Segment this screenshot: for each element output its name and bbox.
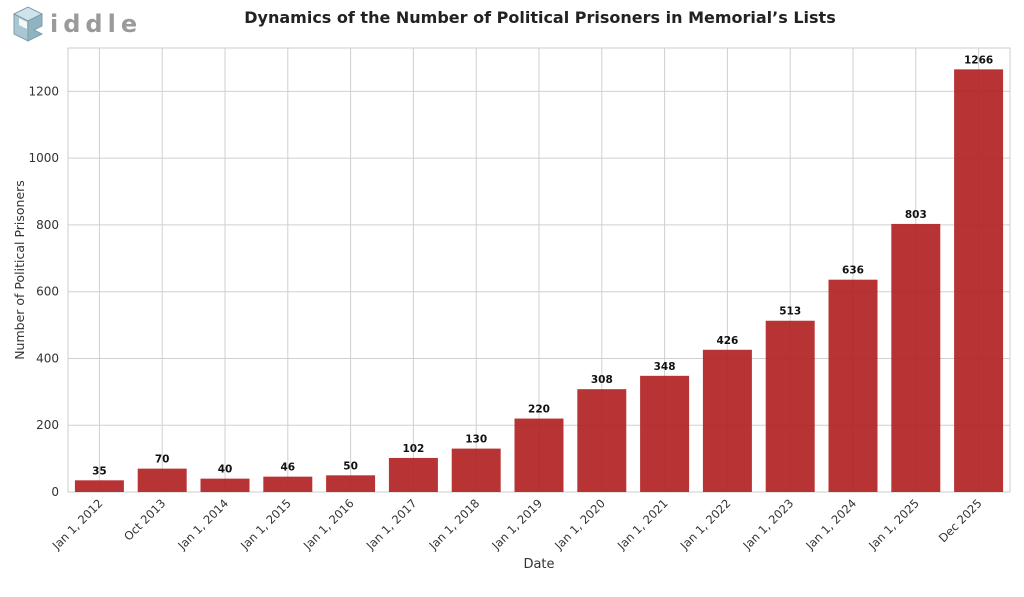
y-tick-label: 1000 xyxy=(28,151,59,165)
x-tick-label: Jan 1, 2019 xyxy=(488,496,545,553)
data-label: 46 xyxy=(280,462,295,474)
y-tick-label: 800 xyxy=(36,218,59,232)
x-tick-label: Jan 1, 2012 xyxy=(49,496,106,553)
bar xyxy=(137,468,187,492)
bar xyxy=(891,223,941,492)
chart-title: Dynamics of the Number of Political Pris… xyxy=(244,8,836,27)
y-tick-label: 200 xyxy=(36,418,59,432)
x-axis-label: Date xyxy=(523,557,554,572)
bar xyxy=(263,476,313,492)
data-label: 102 xyxy=(402,443,424,455)
bar xyxy=(577,389,627,492)
bar xyxy=(702,349,752,492)
x-tick-label: Jan 1, 2021 xyxy=(614,496,671,553)
x-tick-label: Jan 1, 2016 xyxy=(300,496,357,553)
data-label: 40 xyxy=(218,464,233,476)
y-tick-label: 0 xyxy=(51,485,59,499)
x-tick-label: Jan 1, 2024 xyxy=(802,496,859,553)
bar xyxy=(954,69,1004,492)
x-tick-label: Oct 2013 xyxy=(121,496,168,543)
bar xyxy=(640,375,690,492)
riddle-logo-icon xyxy=(12,6,44,42)
y-tick-label: 600 xyxy=(36,285,59,299)
data-label: 308 xyxy=(591,374,613,386)
bar xyxy=(388,457,438,492)
y-axis-label: Number of Political Prisoners xyxy=(12,180,27,360)
data-label: 130 xyxy=(465,434,487,446)
data-label: 513 xyxy=(779,306,801,318)
data-label: 1266 xyxy=(964,54,993,66)
x-tick-label: Jan 1, 2017 xyxy=(363,496,420,553)
x-tick-label: Jan 1, 2015 xyxy=(237,496,294,553)
x-tick-label: Dec 2025 xyxy=(936,496,985,545)
logo: iddle xyxy=(10,4,142,44)
y-tick-label: 1200 xyxy=(28,84,59,98)
x-tick-label: Jan 1, 2014 xyxy=(174,496,231,553)
x-tick-label: Jan 1, 2018 xyxy=(426,496,483,553)
x-tick-label: Jan 1, 2023 xyxy=(740,496,797,553)
y-tick-label: 400 xyxy=(36,351,59,365)
data-label: 70 xyxy=(155,454,170,466)
bar xyxy=(451,448,501,492)
data-label: 348 xyxy=(654,361,676,373)
bar xyxy=(326,475,376,492)
bar xyxy=(828,279,878,492)
x-tick-label: Jan 1, 2022 xyxy=(677,496,734,553)
x-tick-label: Jan 1, 2025 xyxy=(865,496,922,553)
bar xyxy=(74,480,124,492)
data-label: 50 xyxy=(343,460,358,472)
bar xyxy=(514,418,564,492)
logo-text: iddle xyxy=(50,10,143,38)
data-label: 35 xyxy=(92,465,107,477)
data-label: 636 xyxy=(842,265,864,277)
data-label: 803 xyxy=(905,209,927,221)
data-label: 426 xyxy=(716,335,738,347)
bar xyxy=(765,320,815,492)
data-label: 220 xyxy=(528,404,550,416)
bar xyxy=(200,478,250,492)
x-tick-label: Jan 1, 2020 xyxy=(551,496,608,553)
